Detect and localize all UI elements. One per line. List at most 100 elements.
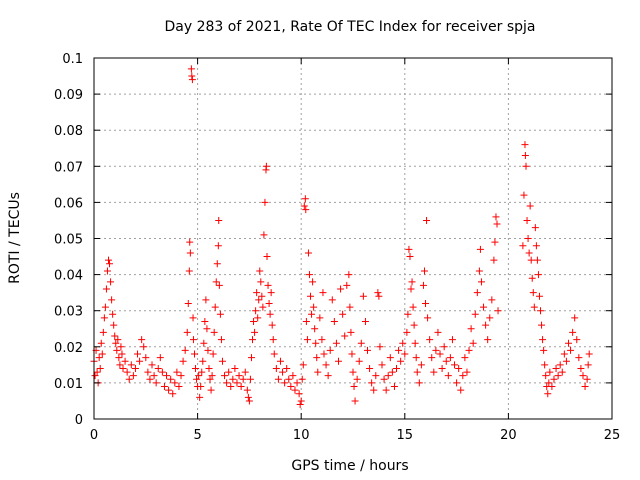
data-point (116, 361, 124, 369)
data-point (192, 364, 200, 372)
data-point (285, 375, 293, 383)
chart-title: Day 283 of 2021, Rate Of TEC Index for r… (164, 19, 535, 35)
data-point (206, 375, 214, 383)
data-point (246, 375, 254, 383)
data-point (411, 339, 419, 347)
data-point (375, 292, 383, 300)
data-point (287, 383, 295, 391)
data-point (544, 390, 552, 398)
data-point (259, 303, 267, 311)
data-point (521, 141, 529, 149)
data-point (440, 343, 448, 351)
data-point (263, 253, 271, 261)
data-point (388, 368, 396, 376)
data-point (183, 328, 191, 336)
data-point (266, 310, 274, 318)
data-point (302, 206, 310, 214)
data-point (533, 256, 541, 264)
data-point (351, 397, 359, 405)
data-point (339, 310, 347, 318)
data-point (428, 354, 436, 362)
data-point (309, 278, 317, 286)
data-point (233, 379, 241, 387)
data-point (223, 379, 231, 387)
data-point (106, 260, 114, 268)
data-point (295, 390, 303, 398)
data-point (261, 198, 269, 206)
data-point (324, 372, 332, 380)
data-point (353, 375, 361, 383)
data-point (252, 307, 260, 315)
data-point (250, 318, 258, 326)
data-point (541, 361, 549, 369)
data-point (571, 314, 579, 322)
data-point (584, 361, 592, 369)
data-point (484, 336, 492, 344)
data-point (407, 285, 415, 293)
data-point (579, 372, 587, 380)
data-point (535, 292, 543, 300)
data-point (469, 339, 477, 347)
data-point (573, 336, 581, 344)
data-point (345, 271, 353, 279)
data-point (519, 242, 527, 250)
data-point (326, 346, 334, 354)
data-point (140, 343, 148, 351)
data-point (581, 383, 589, 391)
data-point (526, 202, 534, 210)
data-point (540, 346, 548, 354)
data-point (550, 375, 558, 383)
data-point (255, 296, 263, 304)
data-point (480, 303, 488, 311)
data-point (189, 314, 197, 322)
data-point (537, 307, 545, 315)
y-axis-label: ROTI / TECUs (7, 192, 23, 284)
data-point (293, 379, 301, 387)
data-point (184, 299, 192, 307)
data-point (165, 386, 173, 394)
data-point (217, 336, 225, 344)
data-point (243, 386, 251, 394)
data-point (343, 281, 351, 289)
grid-lines (94, 58, 612, 419)
data-point (461, 354, 469, 362)
y-tick-label: 0.05 (54, 233, 83, 248)
data-point (378, 361, 386, 369)
data-point (207, 386, 215, 394)
data-point (405, 245, 413, 253)
data-point (451, 361, 459, 369)
data-point (177, 372, 185, 380)
data-point (488, 296, 496, 304)
data-point (560, 350, 568, 358)
data-point (200, 339, 208, 347)
data-point (201, 318, 209, 326)
data-point (262, 162, 270, 170)
data-point (148, 361, 156, 369)
data-point (308, 310, 316, 318)
data-point (575, 354, 583, 362)
data-point (577, 364, 585, 372)
data-point (212, 278, 220, 286)
data-point (197, 383, 205, 391)
data-point (193, 375, 201, 383)
data-point (319, 289, 327, 297)
data-point (419, 281, 427, 289)
x-tick-label: 0 (90, 428, 98, 443)
data-point (361, 318, 369, 326)
data-point (527, 256, 535, 264)
data-point (181, 346, 189, 354)
data-point (96, 364, 104, 372)
data-point (463, 368, 471, 376)
data-point (131, 364, 139, 372)
data-point (258, 292, 266, 300)
data-point (382, 386, 390, 394)
data-point (146, 375, 154, 383)
data-point (412, 354, 420, 362)
data-point (438, 364, 446, 372)
data-point (486, 314, 494, 322)
data-point (314, 368, 322, 376)
data-point (299, 361, 307, 369)
data-point (552, 364, 560, 372)
data-point (490, 256, 498, 264)
